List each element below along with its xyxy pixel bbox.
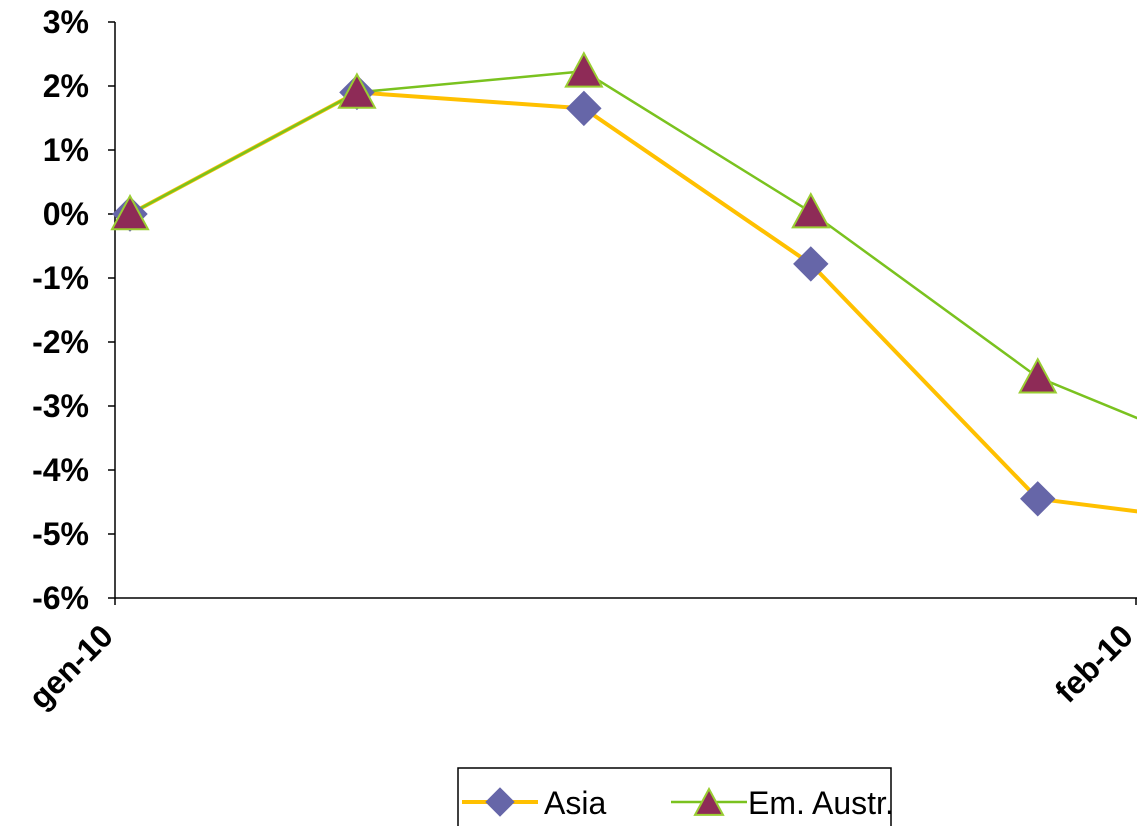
point-asia (793, 246, 829, 282)
y-tick-label: -4% (32, 452, 89, 488)
legend: Asia Em. Austr. (457, 767, 894, 826)
point-em-austr (1018, 357, 1058, 394)
y-tick-label: -6% (32, 580, 89, 616)
y-tick-label: 3% (43, 4, 89, 40)
legend-label: Em. Austr. (748, 785, 894, 821)
y-tick-label: -3% (32, 388, 89, 424)
point-em-austr (564, 51, 604, 88)
x-tick-label: feb-10 (1048, 617, 1137, 709)
y-tick-label: -2% (32, 324, 89, 360)
y-tick-label: 1% (43, 132, 89, 168)
legend-box (457, 767, 892, 826)
point-em-austr (791, 191, 831, 229)
point-em-austr (110, 193, 150, 231)
plot-series (110, 51, 1137, 517)
y-axis: 3% 2% 1% 0% -1% -2% -3% -4% -5% -6% (32, 4, 116, 616)
series-line-asia (129, 90, 1137, 514)
series-line-em-austr (129, 70, 1137, 420)
point-asia (485, 787, 515, 817)
point-em-austr (693, 786, 725, 816)
x-axis: gen-10 feb-10 (22, 597, 1137, 716)
y-tick-label: -5% (32, 516, 89, 552)
point-asia (1020, 481, 1056, 517)
y-tick-label: 2% (43, 68, 89, 104)
x-tick-label: gen-10 (22, 617, 120, 715)
point-em-austr (337, 72, 377, 109)
y-tick-label: 0% (43, 196, 89, 232)
y-tick-label: -1% (32, 260, 89, 296)
legend-label: Asia (544, 785, 606, 821)
point-asia (566, 90, 602, 127)
